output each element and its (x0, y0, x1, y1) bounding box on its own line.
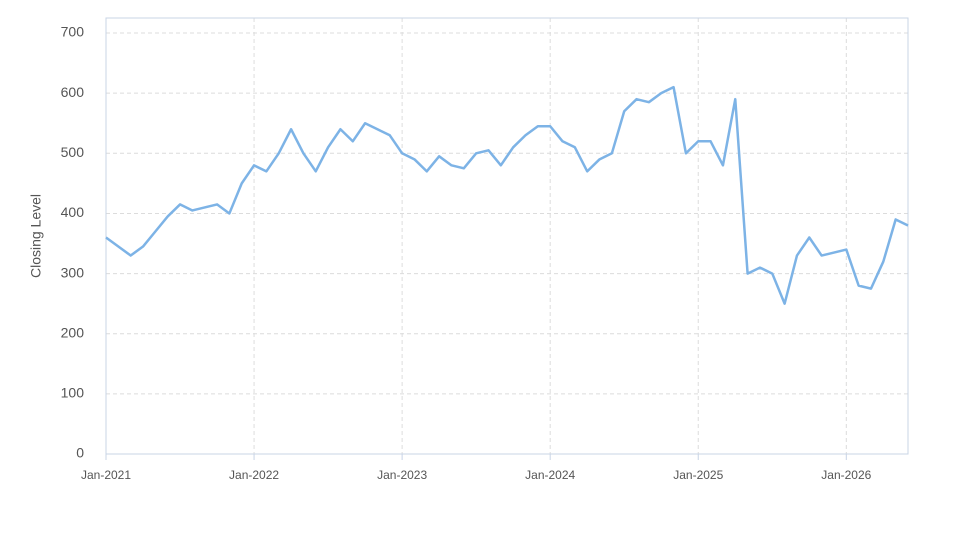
x-tick-label: Jan-2025 (673, 468, 723, 482)
x-tick-label: Jan-2021 (81, 468, 131, 482)
x-tick-label: Jan-2026 (821, 468, 871, 482)
y-tick-label: 300 (61, 264, 85, 280)
y-axis-label: Closing Level (28, 194, 44, 278)
line (105, 85, 909, 305)
plot-frame (105, 17, 909, 455)
x-tick-label: Jan-2023 (377, 468, 427, 482)
x-tick-label: Jan-2022 (229, 468, 279, 482)
x-tick-label: Jan-2024 (525, 468, 575, 482)
y-tick-label: 400 (61, 204, 85, 220)
y-tick-label: 500 (61, 144, 85, 160)
y-tick-label: 100 (61, 385, 85, 401)
y-tick-label: 600 (61, 84, 85, 100)
y-tick-label: 700 (61, 24, 85, 40)
y-tick-label: 0 (76, 445, 84, 461)
y-tick-label: 200 (61, 324, 85, 340)
